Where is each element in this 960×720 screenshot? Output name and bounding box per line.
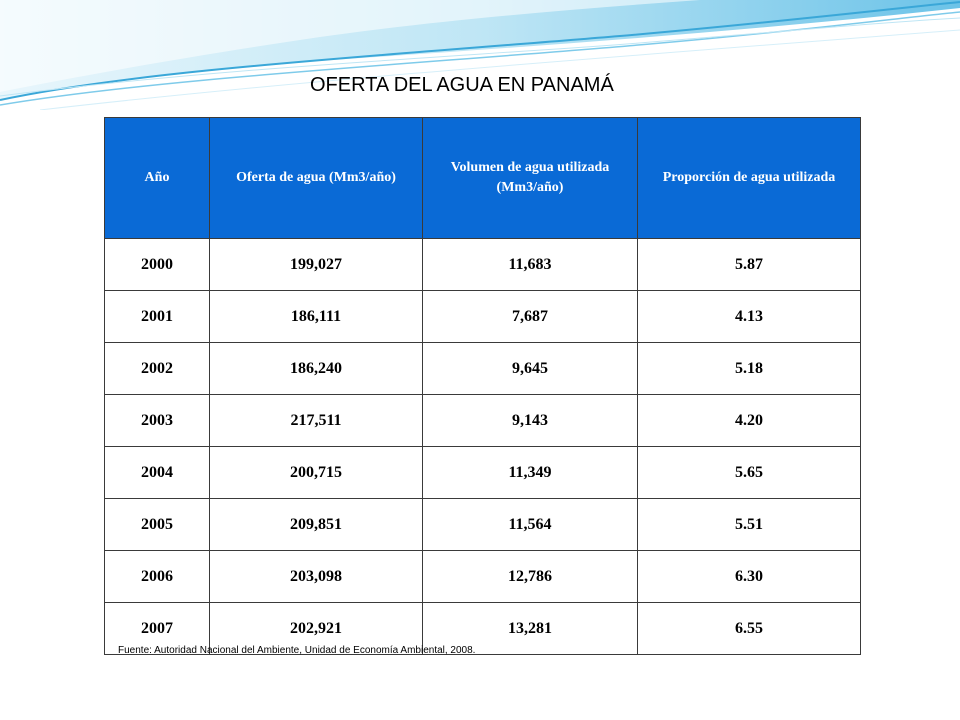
column-header-water-supply: Oferta de agua (Mm3/año) bbox=[209, 117, 423, 239]
table-row: 2004 200,715 11,349 5.65 bbox=[104, 446, 861, 499]
source-note: Fuente: Autoridad Nacional del Ambiente,… bbox=[118, 645, 476, 656]
cell-used: 9,645 bbox=[422, 342, 638, 395]
cell-supply: 203,098 bbox=[209, 550, 423, 603]
page-title: OFERTA DEL AGUA EN PANAMÁ bbox=[310, 74, 614, 96]
cell-year: 2000 bbox=[104, 238, 210, 291]
cell-year: 2001 bbox=[104, 290, 210, 343]
water-supply-table: Año Oferta de agua (Mm3/año) Volumen de … bbox=[104, 117, 861, 655]
cell-supply: 209,851 bbox=[209, 498, 423, 551]
cell-used: 11,349 bbox=[422, 446, 638, 499]
cell-year: 2007 bbox=[104, 602, 210, 655]
cell-year: 2003 bbox=[104, 394, 210, 447]
cell-proportion: 6.30 bbox=[637, 550, 861, 603]
table-row: 2003 217,511 9,143 4.20 bbox=[104, 394, 861, 447]
cell-proportion: 4.13 bbox=[637, 290, 861, 343]
cell-year: 2006 bbox=[104, 550, 210, 603]
cell-proportion: 5.51 bbox=[637, 498, 861, 551]
table-row: 2006 203,098 12,786 6.30 bbox=[104, 550, 861, 603]
cell-proportion: 5.65 bbox=[637, 446, 861, 499]
cell-year: 2005 bbox=[104, 498, 210, 551]
cell-supply: 202,921 bbox=[209, 602, 423, 655]
cell-used: 7,687 bbox=[422, 290, 638, 343]
table-row: 2001 186,111 7,687 4.13 bbox=[104, 290, 861, 343]
cell-supply: 199,027 bbox=[209, 238, 423, 291]
cell-year: 2004 bbox=[104, 446, 210, 499]
cell-proportion: 6.55 bbox=[637, 602, 861, 655]
cell-supply: 186,111 bbox=[209, 290, 423, 343]
cell-supply: 200,715 bbox=[209, 446, 423, 499]
cell-supply: 186,240 bbox=[209, 342, 423, 395]
cell-used: 12,786 bbox=[422, 550, 638, 603]
table-row: 2000 199,027 11,683 5.87 bbox=[104, 238, 861, 291]
cell-proportion: 4.20 bbox=[637, 394, 861, 447]
column-header-year: Año bbox=[104, 117, 210, 239]
cell-supply: 217,511 bbox=[209, 394, 423, 447]
cell-year: 2002 bbox=[104, 342, 210, 395]
table-row: 2005 209,851 11,564 5.51 bbox=[104, 498, 861, 551]
table-row: 2002 186,240 9,645 5.18 bbox=[104, 342, 861, 395]
cell-used: 11,683 bbox=[422, 238, 638, 291]
cell-proportion: 5.18 bbox=[637, 342, 861, 395]
table-header-row: Año Oferta de agua (Mm3/año) Volumen de … bbox=[104, 117, 861, 239]
column-header-proportion-used: Proporción de agua utilizada bbox=[637, 117, 861, 239]
cell-proportion: 5.87 bbox=[637, 238, 861, 291]
cell-used: 9,143 bbox=[422, 394, 638, 447]
column-header-water-used: Volumen de agua utilizada (Mm3/año) bbox=[422, 117, 638, 239]
cell-used: 11,564 bbox=[422, 498, 638, 551]
table-row: 2007 202,921 13,281 6.55 bbox=[104, 602, 861, 655]
decorative-wave-banner bbox=[0, 0, 960, 110]
